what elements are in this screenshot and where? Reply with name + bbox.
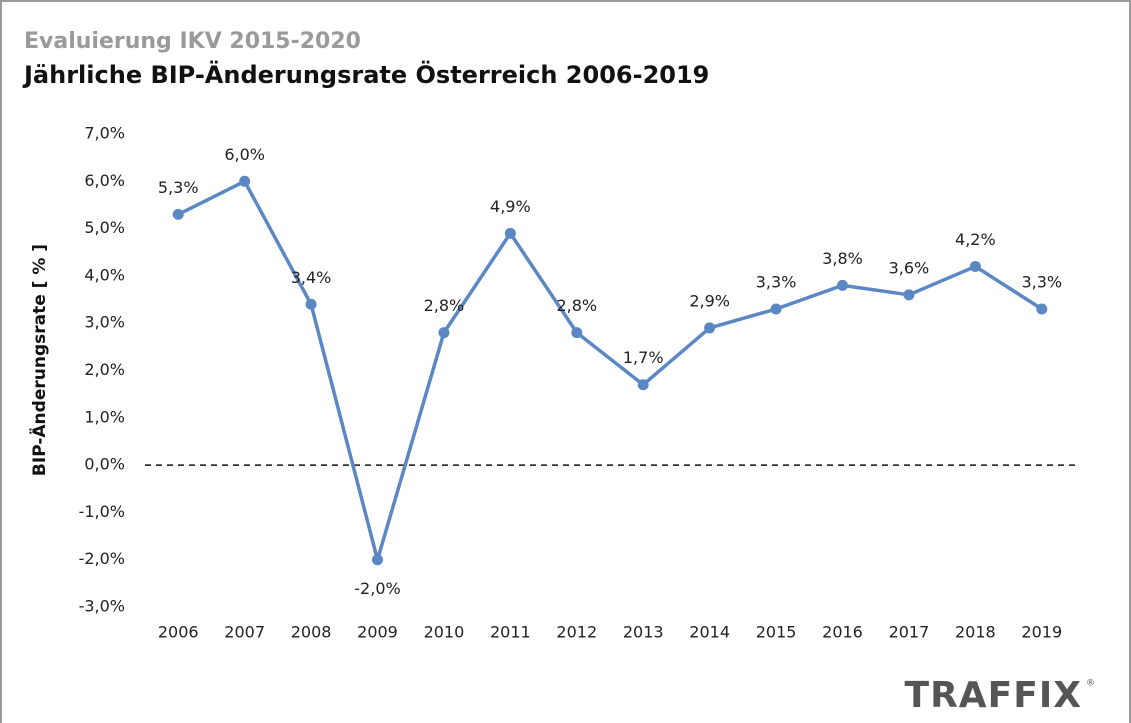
marker (903, 289, 915, 301)
value-label: 3,4% (291, 268, 332, 287)
supertitle: Evaluierung IKV 2015-2020 (24, 29, 361, 54)
y-tick-label: 1,0% (84, 407, 125, 426)
marker (239, 175, 251, 187)
x-tick-label: 2016 (822, 623, 863, 642)
marker (1036, 303, 1048, 315)
x-tick-label: 2011 (490, 623, 531, 642)
x-tick-label: 2010 (424, 623, 465, 642)
value-label: -2,0% (354, 579, 400, 598)
y-tick-label: 4,0% (84, 265, 125, 284)
marker (172, 208, 184, 220)
y-tick-label: 0,0% (84, 455, 125, 474)
value-label: 4,9% (490, 197, 531, 216)
x-tick-label: 2009 (357, 623, 398, 642)
marker (837, 279, 848, 291)
marker (571, 327, 583, 339)
logo-mark: ® (1086, 679, 1095, 689)
value-label: 3,8% (822, 249, 863, 268)
x-tick-label: 2012 (556, 623, 597, 642)
marker (969, 260, 981, 272)
x-tick-label: 2006 (158, 623, 199, 642)
marker (438, 327, 450, 339)
value-label: 2,8% (556, 296, 597, 315)
y-axis-label: BIP-Änderungsrate [ % ] (28, 244, 50, 476)
x-tick-label: 2008 (291, 623, 332, 642)
y-tick-label: 6,0% (84, 171, 125, 190)
marker (372, 554, 383, 566)
value-label: 2,8% (424, 296, 465, 315)
x-tick-label: 2018 (955, 623, 996, 642)
value-label: 3,3% (756, 273, 797, 292)
marker (504, 227, 516, 239)
x-tick-label: 2014 (689, 623, 730, 642)
y-tick-label: -1,0% (79, 502, 125, 521)
logo: TRAFFIX (905, 675, 1082, 716)
value-label: 4,2% (955, 230, 996, 249)
value-label: 2,9% (689, 291, 730, 310)
line (177, 179, 1043, 562)
x-tick-label: 2013 (623, 623, 664, 642)
value-label: 5,3% (158, 178, 199, 197)
y-tick-label: -2,0% (79, 549, 125, 568)
x-tick-label: 2015 (756, 623, 797, 642)
y-tick-label: 5,0% (84, 218, 125, 237)
x-tick-label: 2007 (224, 623, 265, 642)
marker (770, 303, 782, 315)
value-label: 3,6% (889, 258, 930, 277)
marker (637, 379, 649, 391)
y-tick-label: 7,0% (84, 124, 125, 143)
value-label: 3,3% (1021, 273, 1062, 292)
marker (704, 322, 716, 334)
value-label: 6,0% (224, 145, 265, 164)
y-tick-label: 2,0% (84, 360, 125, 379)
chart-title: Jährliche BIP-Änderungsrate Österreich 2… (22, 59, 709, 89)
x-tick-label: 2019 (1021, 623, 1062, 642)
y-tick-label: 3,0% (84, 313, 125, 332)
y-tick-label: -3,0% (79, 597, 125, 616)
x-tick-label: 2017 (889, 623, 930, 642)
marker (305, 298, 317, 310)
value-label: 1,7% (623, 348, 664, 367)
